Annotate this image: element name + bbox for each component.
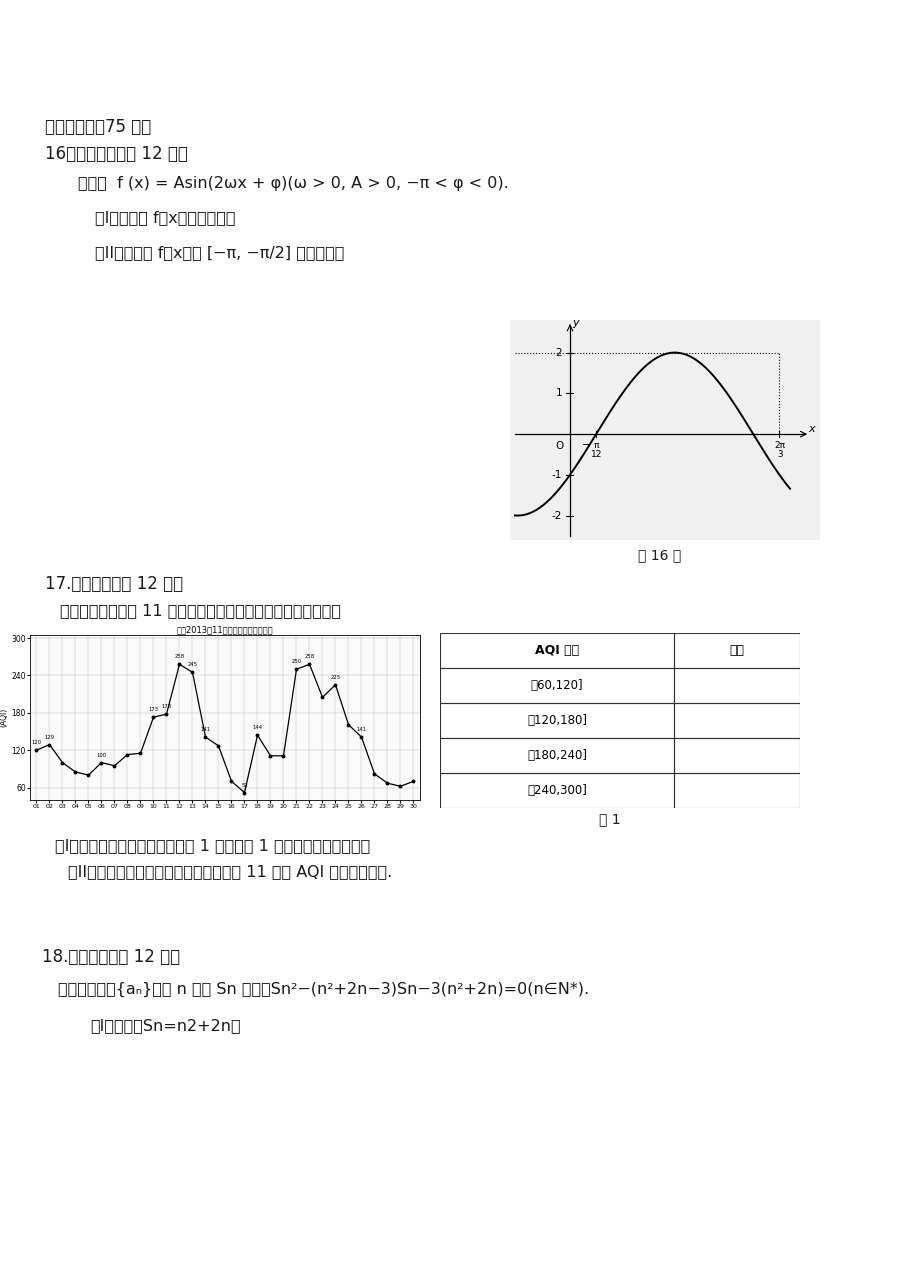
Text: 16、（本小题满分 12 分）: 16、（本小题满分 12 分） xyxy=(45,145,187,163)
Text: （60,120]: （60,120] xyxy=(530,679,583,692)
Bar xyxy=(439,703,674,738)
Bar xyxy=(674,703,800,738)
Bar xyxy=(439,738,674,773)
Bar xyxy=(674,738,800,773)
Text: （120,180]: （120,180] xyxy=(527,713,586,727)
Text: 178: 178 xyxy=(161,705,171,710)
Text: 18.（本小题满分 12 分）: 18.（本小题满分 12 分） xyxy=(42,948,180,966)
Text: 如图，  f (x) = Asin(2ωx + φ)(ω > 0, A > 0, −π < φ < 0).: 如图， f (x) = Asin(2ωx + φ)(ω > 0, A > 0, … xyxy=(78,176,508,191)
Text: 1: 1 xyxy=(555,389,562,399)
Text: 三、解答题（75 分）: 三、解答题（75 分） xyxy=(45,118,151,136)
Bar xyxy=(439,668,674,703)
Text: 天数: 天数 xyxy=(729,643,743,657)
Text: （I）请根据以上趋势图，完成表 1 并根据表 1 画出频率分布直方图，: （I）请根据以上趋势图，完成表 1 并根据表 1 画出频率分布直方图， xyxy=(55,838,369,854)
Text: 第 16 题: 第 16 题 xyxy=(638,548,681,562)
Text: 52: 52 xyxy=(241,782,247,787)
Text: （I）求证：Sn=n2+2n；: （I）求证：Sn=n2+2n； xyxy=(90,1018,241,1033)
Bar xyxy=(674,773,800,808)
Text: -2: -2 xyxy=(551,511,562,521)
Text: 100: 100 xyxy=(96,753,107,758)
Title: 合肥2013年11月份空气质量指数趋势: 合肥2013年11月份空气质量指数趋势 xyxy=(176,626,273,634)
Text: 表 1: 表 1 xyxy=(598,812,620,826)
Text: 225: 225 xyxy=(330,675,340,680)
Text: 258: 258 xyxy=(304,655,314,659)
Text: 141: 141 xyxy=(356,727,366,733)
Text: -1: -1 xyxy=(551,470,562,480)
Text: 173: 173 xyxy=(148,707,158,712)
Text: 129: 129 xyxy=(44,735,54,740)
Text: （240,300]: （240,300] xyxy=(527,784,586,798)
Text: AQI 指数: AQI 指数 xyxy=(534,643,578,657)
Bar xyxy=(439,773,674,808)
Text: （I）求函数 f（x）的解析式；: （I）求函数 f（x）的解析式； xyxy=(95,210,235,225)
Text: 120: 120 xyxy=(31,740,41,745)
Bar xyxy=(439,633,674,668)
Text: （180,240]: （180,240] xyxy=(527,749,586,762)
Text: （II）求函数 f（x）在 [−π, −π/2] 上的值域。: （II）求函数 f（x）在 [−π, −π/2] 上的值域。 xyxy=(95,245,344,260)
Text: 2π
 3: 2π 3 xyxy=(773,441,784,459)
Text: 合肥市环保总站对 11 月合肥市空气质量指数发布如下趋势图：: 合肥市环保总站对 11 月合肥市空气质量指数发布如下趋势图： xyxy=(60,603,341,618)
Text: 17.（本小题满分 12 分）: 17.（本小题满分 12 分） xyxy=(45,575,183,592)
Text: （II）试根据频率分布直方图估计合肥市 11 月份 AQI 指数的平均值.: （II）试根据频率分布直方图估计合肥市 11 月份 AQI 指数的平均值. xyxy=(68,864,391,879)
Bar xyxy=(674,633,800,668)
Text: y: y xyxy=(572,318,579,329)
Text: 245: 245 xyxy=(187,662,198,668)
Text: x: x xyxy=(807,424,813,434)
Y-axis label: (AQI): (AQI) xyxy=(0,708,8,727)
Text: 144: 144 xyxy=(252,725,262,730)
Text: 2: 2 xyxy=(555,348,562,358)
Text: −: − xyxy=(581,441,591,450)
Text: 258: 258 xyxy=(175,655,185,659)
Text: 250: 250 xyxy=(291,659,301,664)
Text: 已知正项数列{aₙ}的前 n 项和 Sn 满足：Sn²−(n²+2n−3)Sn−3(n²+2n)=0(n∈N*).: 已知正项数列{aₙ}的前 n 项和 Sn 满足：Sn²−(n²+2n−3)Sn−… xyxy=(58,982,588,998)
Text: O: O xyxy=(555,441,563,451)
Text: π
12: π 12 xyxy=(590,441,601,459)
Bar xyxy=(674,668,800,703)
Text: 141: 141 xyxy=(200,727,210,733)
